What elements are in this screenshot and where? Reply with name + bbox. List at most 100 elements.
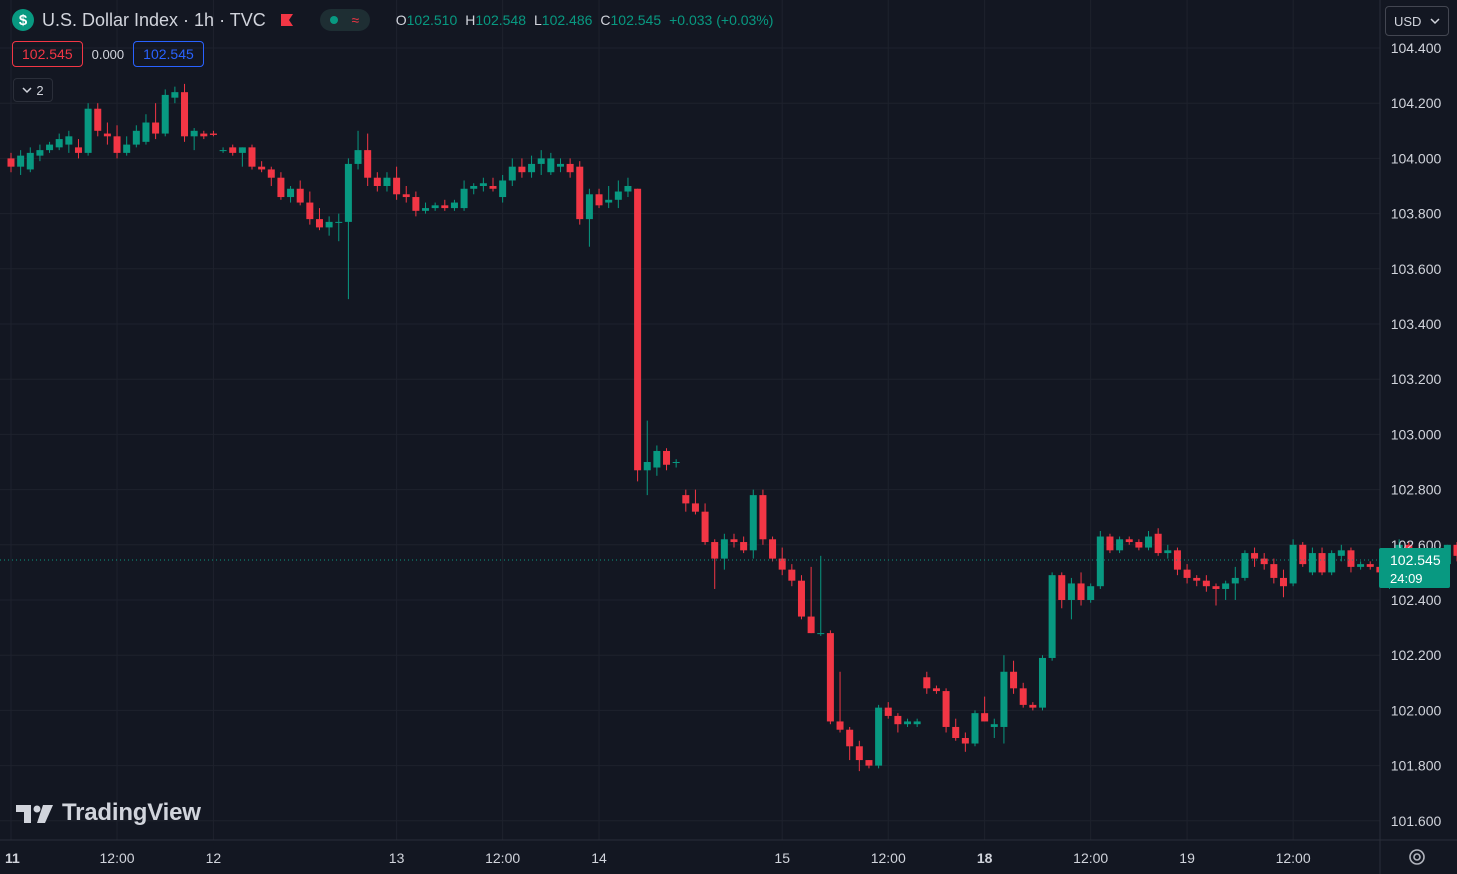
candle (585, 188, 593, 247)
open-value: 102.510 (406, 12, 458, 28)
y-tick-label: 103.400 (1391, 316, 1442, 332)
candle (1231, 566, 1239, 600)
y-tick-label: 102.800 (1391, 482, 1442, 498)
high-value: 102.548 (475, 12, 526, 28)
candle (1173, 547, 1181, 576)
flag-icon[interactable] (280, 13, 294, 27)
candle (431, 202, 439, 211)
candle (942, 688, 950, 733)
candle (923, 671, 931, 694)
tradingview-logo[interactable]: TradingView (16, 799, 201, 827)
candle (354, 130, 362, 170)
candle (952, 718, 960, 741)
grid (0, 0, 1380, 840)
candle (325, 216, 333, 236)
current-price-value: 102.545 (1390, 552, 1441, 568)
candle (1183, 564, 1191, 584)
candle (990, 718, 998, 738)
candle (1318, 547, 1326, 576)
candle (1289, 539, 1297, 587)
candle (605, 186, 613, 209)
candle (643, 420, 651, 496)
candle (441, 199, 449, 211)
candle (614, 180, 622, 209)
candle (1222, 580, 1230, 600)
candle (422, 202, 430, 214)
y-tick-label: 102.000 (1391, 702, 1442, 718)
candle (1135, 539, 1143, 551)
candle (865, 760, 873, 769)
candle (1357, 561, 1365, 570)
y-tick-label: 103.200 (1391, 371, 1442, 387)
symbol-title[interactable]: U.S. Dollar Index · 1h · TVC (42, 9, 266, 30)
candle (1010, 660, 1018, 694)
candle (460, 180, 468, 211)
market-open-dot-icon (330, 16, 339, 24)
candle (672, 459, 680, 468)
y-tick-label: 102.200 (1391, 647, 1442, 663)
candle (807, 566, 815, 634)
candle (749, 489, 757, 559)
candle (769, 536, 777, 562)
settings-gear-icon[interactable] (1407, 847, 1427, 867)
candle (248, 144, 256, 170)
candle (556, 158, 564, 173)
y-tick-label: 103.000 (1391, 426, 1442, 442)
candle (634, 188, 642, 482)
candle (894, 713, 902, 733)
open-label: O (395, 12, 407, 28)
candle (576, 161, 584, 225)
tradingview-logo-icon (16, 805, 53, 823)
candle (836, 671, 844, 733)
candles (7, 83, 1457, 772)
currency-label: USD (1394, 13, 1422, 29)
candle (846, 726, 854, 761)
candle (1347, 547, 1355, 573)
symbol-legend: $ U.S. Dollar Index · 1h · TVC ≈ O102.51… (12, 8, 773, 32)
y-tick-label: 103.800 (1391, 206, 1442, 222)
x-tick-label: 19 (1179, 850, 1195, 866)
candle (1067, 577, 1075, 620)
candle (142, 114, 150, 145)
candle (26, 147, 34, 173)
candle (720, 533, 728, 570)
candle (1116, 536, 1124, 554)
candle (1366, 561, 1374, 570)
market-status[interactable]: ≈ (319, 9, 370, 31)
candle (1000, 655, 1008, 744)
currency-selector[interactable]: USD (1385, 6, 1449, 36)
candle (412, 191, 420, 217)
candle (1048, 572, 1056, 661)
candle (36, 144, 44, 162)
candle (229, 144, 237, 156)
close-label: C (600, 12, 611, 28)
x-tick-label: 12:00 (1276, 850, 1311, 866)
candle (1087, 583, 1095, 603)
candle (277, 172, 285, 200)
indicators-toggle-button[interactable]: 2 (13, 78, 53, 102)
x-tick-label: 12 (206, 850, 222, 866)
y-tick-label: 101.800 (1391, 758, 1442, 774)
candle (1212, 583, 1220, 606)
candle (200, 130, 208, 140)
candle (171, 86, 179, 104)
candle (450, 199, 458, 211)
candle (161, 89, 169, 137)
candle (624, 177, 632, 198)
candle (566, 158, 574, 178)
candle (46, 141, 54, 153)
sell-button[interactable]: 102.545 (12, 41, 83, 67)
candle (663, 448, 671, 471)
candle (238, 147, 246, 167)
low-value: 102.486 (541, 12, 593, 28)
current-price-label (1379, 547, 1450, 588)
candle (1279, 569, 1287, 598)
x-tick-label: 13 (389, 850, 405, 866)
candle (267, 166, 275, 186)
candle (1145, 531, 1153, 551)
candle (1154, 528, 1162, 556)
candle (1260, 553, 1268, 570)
buy-button[interactable]: 102.545 (133, 41, 204, 67)
candle (383, 172, 391, 192)
